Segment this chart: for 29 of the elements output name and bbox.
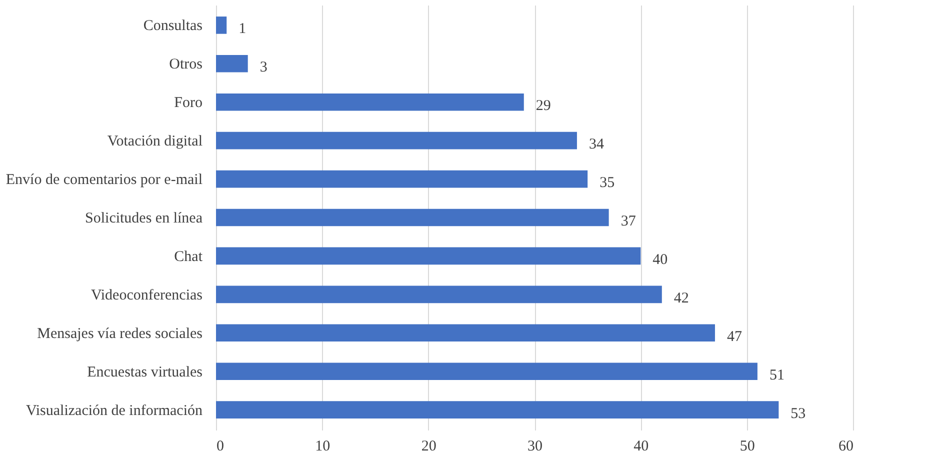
y-tick-label: Envío de comentarios por e-mail	[6, 172, 202, 188]
y-tick-label: Votación digital	[107, 134, 202, 150]
x-tick-label: 20	[421, 438, 436, 454]
y-tick-label: Mensajes vía redes sociales	[37, 326, 203, 342]
data-label: 37	[620, 214, 636, 230]
y-tick-label: Otros	[169, 56, 203, 73]
x-tick-label: 0	[216, 438, 224, 454]
data-label: 51	[769, 367, 784, 384]
data-label: 29	[536, 98, 551, 114]
x-tick-label: 40	[634, 438, 649, 454]
y-tick-label: Encuestas virtuales	[87, 364, 203, 380]
x-tick-label: 50	[740, 438, 755, 454]
data-label: 42	[674, 290, 689, 306]
data-label: 34	[588, 136, 604, 153]
y-tick-label: Chat	[174, 248, 204, 265]
y-tick-label: Videoconferencias	[90, 287, 203, 304]
x-tick-label: 10	[315, 438, 330, 454]
data-label: 53	[790, 406, 806, 422]
data-label: 47	[726, 328, 742, 345]
y-tick-label: Foro	[174, 95, 202, 112]
y-tick-label: Consultas	[143, 18, 203, 34]
data-label: 40	[652, 252, 668, 268]
data-label: 3	[260, 60, 268, 76]
y-tick-label: Visualización de información	[26, 402, 203, 419]
x-tick-label: 30	[528, 438, 542, 454]
y-tick-label: Solicitudes en línea	[85, 210, 203, 226]
data-label: 35	[600, 175, 615, 192]
data-label: 1	[238, 21, 246, 38]
x-tick-label: 60	[838, 438, 854, 454]
